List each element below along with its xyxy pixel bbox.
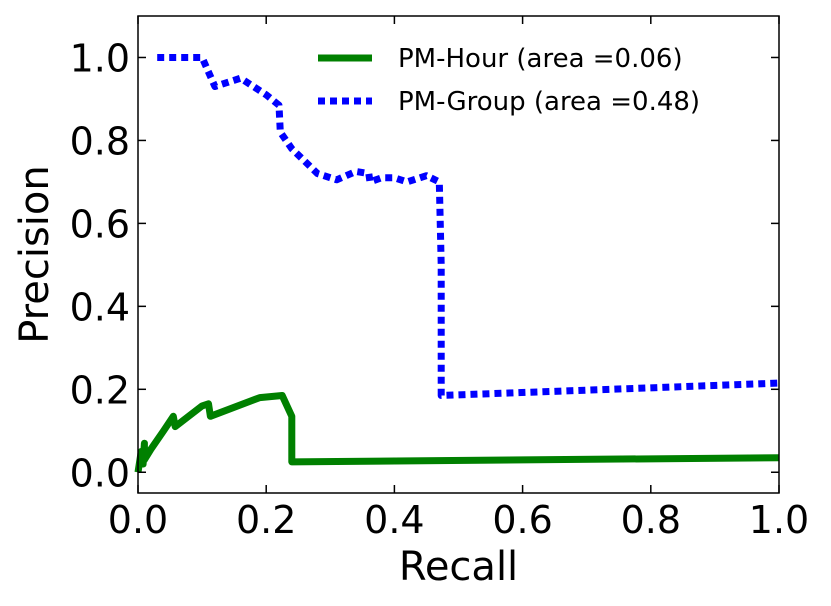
x-tick-label: 0.4 [364, 498, 424, 542]
tick-layer: 0.0 0.2 0.4 0.6 0.8 1.0 0.0 0.2 0.4 0.6 0.8 1.0 [70, 16, 809, 542]
x-tick-label: 0.8 [621, 498, 681, 542]
y-tick-label: 0.0 [70, 451, 130, 495]
series-line-pm-group [157, 54, 780, 399]
y-tick-label: 0.6 [70, 202, 130, 246]
plot-frame [137, 15, 780, 494]
x-tick-label: 1.0 [749, 498, 809, 542]
x-tick-label: 0.2 [236, 498, 296, 542]
y-tick-label: 0.8 [70, 119, 130, 163]
x-tick-label: 0.0 [108, 498, 168, 542]
series-layer [134, 54, 780, 473]
y-tick-label: 1.0 [70, 36, 130, 80]
x-tick-label: 0.6 [492, 498, 552, 542]
y-tick-label: 0.2 [70, 368, 130, 412]
y-axis-title: Precision [12, 165, 58, 343]
y-tick-label: 0.4 [70, 285, 130, 329]
legend-label-pm-hour: PM-Hour (area =0.06) [398, 44, 683, 74]
legend-label-pm-group: PM-Group (area =0.48) [398, 87, 700, 117]
legend: PM-Hour (area =0.06) PM-Group (area =0.4… [318, 44, 700, 117]
series-line-pm-hour [134, 392, 780, 473]
x-axis-title: Recall [399, 544, 518, 590]
